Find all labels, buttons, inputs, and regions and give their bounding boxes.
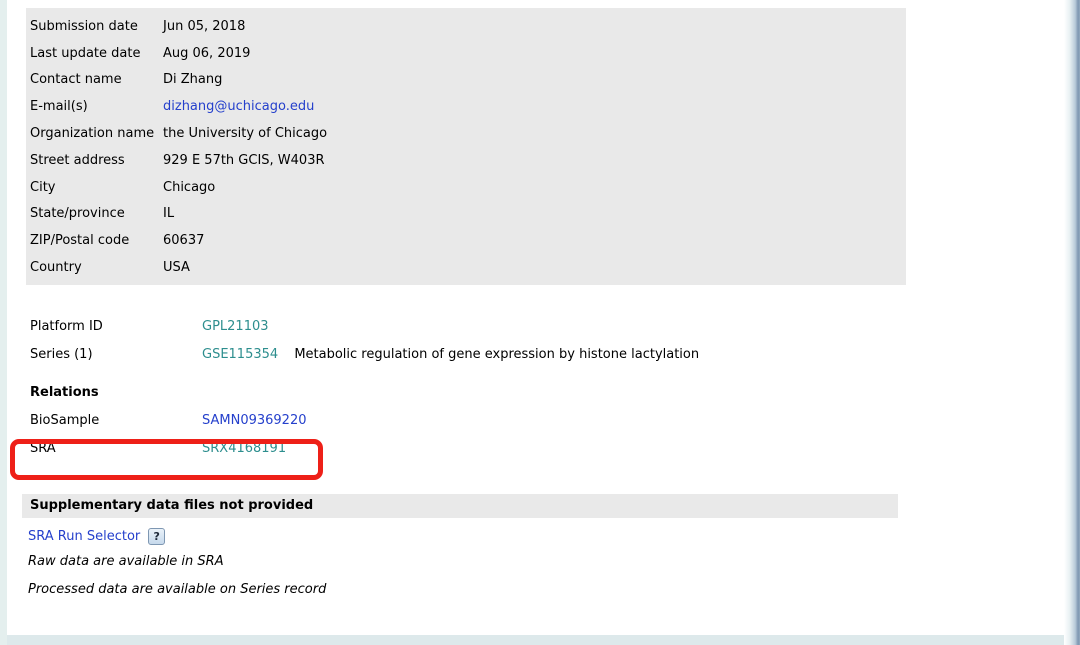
sra-run-selector-row: SRA Run Selector ? — [22, 526, 922, 548]
series-row: Series (1) GSE115354 Metabolic regulatio… — [22, 341, 922, 369]
field-label: E-mail(s) — [30, 99, 88, 115]
field-value: the University of Chicago — [163, 126, 328, 142]
supplementary-header-bar: Supplementary data files not provided — [22, 493, 898, 518]
field-value: Di Zhang — [163, 72, 223, 88]
help-icon[interactable]: ? — [148, 528, 166, 546]
table-row: Last update date Aug 06, 2019 — [26, 40, 906, 67]
processed-data-note: Processed data are available on Series r… — [28, 582, 327, 598]
series-accession-link[interactable]: GSE115354 — [202, 347, 279, 363]
field-label: Submission date — [30, 18, 138, 34]
field-label: Street address — [30, 152, 125, 168]
page-bottom-edge — [7, 635, 1064, 645]
table-row: Country USA — [26, 254, 906, 281]
field-value: Jun 05, 2018 — [163, 18, 246, 34]
table-row: Organization name the University of Chic… — [26, 120, 906, 147]
field-value: 60637 — [163, 233, 205, 249]
biosample-row: BioSample SAMN09369220 — [22, 407, 922, 435]
relations-heading: Relations — [30, 385, 99, 401]
table-row: E-mail(s) dizhang@uchicago.edu — [26, 93, 906, 120]
field-label: Platform ID — [30, 319, 103, 335]
table-row: City Chicago — [26, 174, 906, 201]
field-value: USA — [163, 260, 190, 276]
table-row: State/province IL — [26, 201, 906, 228]
field-label: SRA — [30, 441, 56, 457]
table-row: Submission date Jun 05, 2018 — [26, 13, 906, 40]
field-label: Organization name — [30, 126, 155, 142]
field-label: City — [30, 179, 56, 195]
field-label: State/province — [30, 206, 125, 222]
field-label: Series (1) — [30, 347, 93, 363]
page-right-border — [1064, 0, 1080, 645]
contact-info-table: Submission date Jun 05, 2018 Last update… — [26, 8, 906, 285]
field-value: Aug 06, 2019 — [163, 45, 251, 61]
email-link[interactable]: dizhang@uchicago.edu — [163, 99, 315, 115]
field-label: Last update date — [30, 45, 141, 61]
page-left-edge — [0, 0, 7, 645]
field-label: Contact name — [30, 72, 122, 88]
raw-data-note: Raw data are available in SRA — [28, 554, 224, 570]
table-row: Street address 929 E 57th GCIS, W403R — [26, 147, 906, 174]
platform-accession-link[interactable]: GPL21103 — [202, 319, 269, 335]
biosample-accession-link[interactable]: SAMN09369220 — [202, 413, 307, 429]
field-label: Country — [30, 260, 82, 276]
sra-row: SRA SRX4168191 — [10, 435, 922, 480]
table-row: Contact name Di Zhang — [26, 67, 906, 94]
field-value: 929 E 57th GCIS, W403R — [163, 152, 325, 168]
platform-row: Platform ID GPL21103 — [22, 313, 922, 341]
field-label: ZIP/Postal code — [30, 233, 130, 249]
field-value: Chicago — [163, 179, 216, 195]
sra-run-selector-link[interactable]: SRA Run Selector — [28, 529, 141, 545]
sra-accession-link[interactable]: SRX4168191 — [202, 441, 287, 457]
series-title: Metabolic regulation of gene expression … — [294, 347, 700, 363]
field-label: BioSample — [30, 413, 100, 429]
table-row: ZIP/Postal code 60637 — [26, 227, 906, 254]
record-content: Submission date Jun 05, 2018 Last update… — [10, 8, 922, 604]
series-value: GSE115354 Metabolic regulation of gene e… — [202, 347, 699, 362]
field-value: IL — [163, 206, 175, 222]
